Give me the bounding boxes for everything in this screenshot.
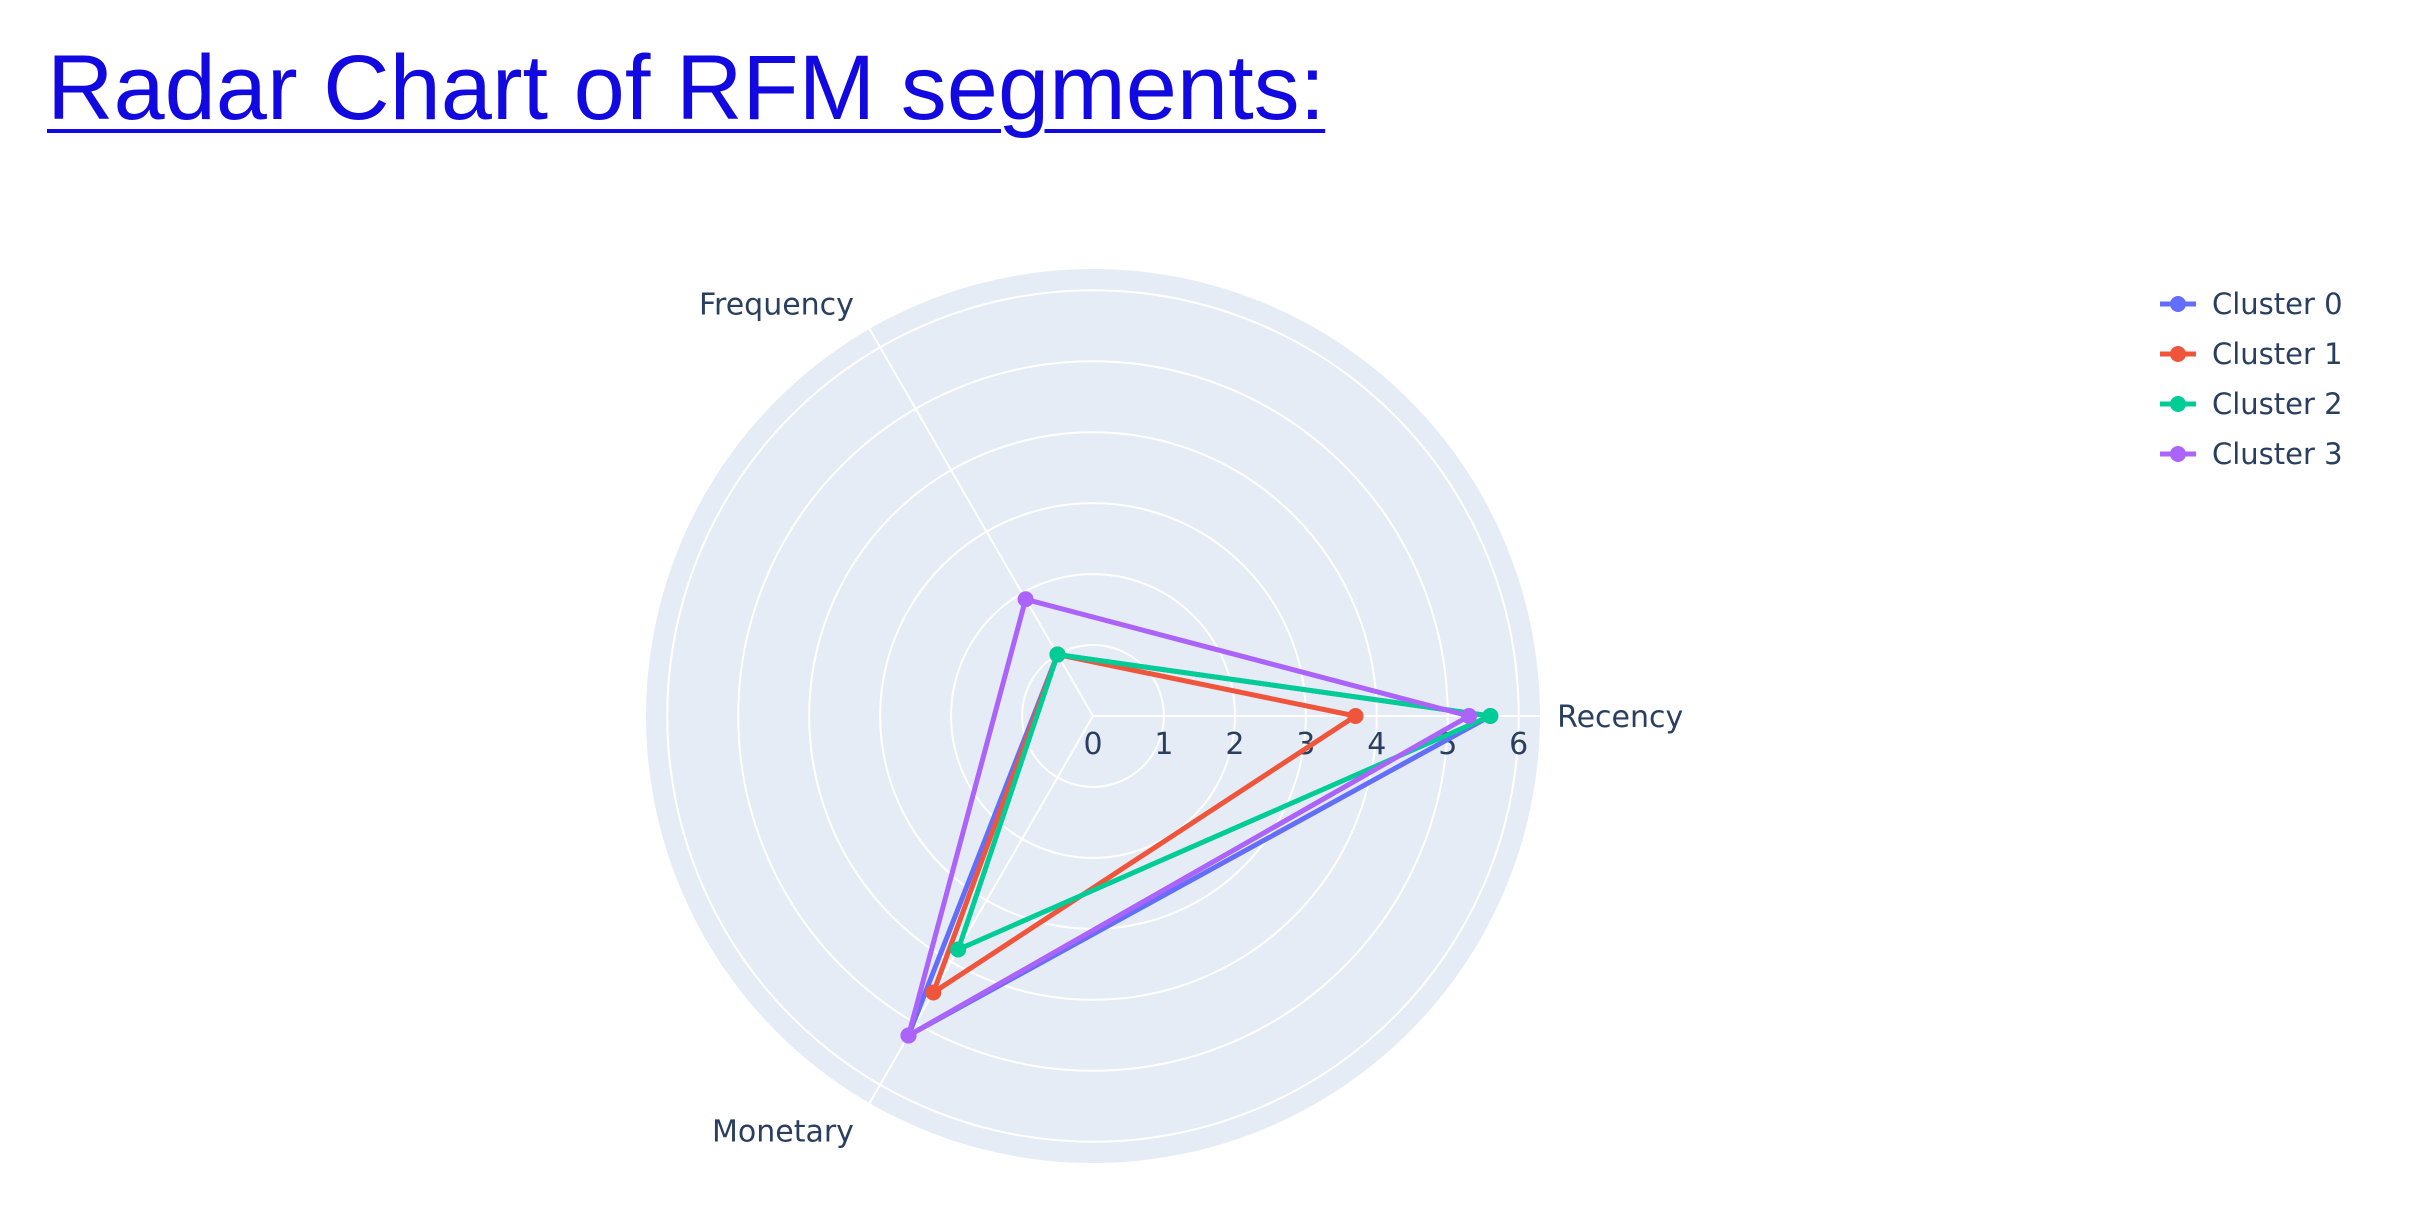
- legend-item-cluster-2[interactable]: Cluster 2: [2160, 387, 2343, 421]
- legend: Cluster 0 Cluster 1 Cluster 2 Cluster 3: [2160, 287, 2343, 471]
- radial-tick-label: 2: [1225, 727, 1244, 762]
- legend-item-cluster-3[interactable]: Cluster 3: [2160, 437, 2343, 471]
- radial-tick-label: 1: [1154, 727, 1173, 762]
- legend-label: Cluster 2: [2212, 387, 2343, 421]
- series-traces: [900, 591, 1499, 1044]
- radial-tick-label: 6: [1509, 727, 1528, 762]
- legend-label: Cluster 3: [2212, 437, 2343, 471]
- series-line: [955, 652, 1493, 952]
- axis-label-frequency: Frequency: [699, 288, 854, 323]
- data-point-marker: [1049, 646, 1066, 663]
- series-line: [930, 652, 1358, 995]
- legend-item-cluster-0[interactable]: Cluster 0: [2160, 287, 2343, 321]
- legend-marker-swatch: [2170, 446, 2186, 462]
- page-heading-link[interactable]: Radar Chart of RFM segments:: [47, 37, 1326, 139]
- data-point-marker: [900, 1027, 917, 1044]
- legend-marker-swatch: [2170, 396, 2186, 412]
- data-point-marker: [1347, 708, 1364, 724]
- legend-item-cluster-1[interactable]: Cluster 1: [2160, 337, 2343, 371]
- series-cluster-2: [950, 646, 1499, 958]
- data-point-marker: [1017, 591, 1034, 608]
- axis-label-recency: Recency: [1557, 700, 1683, 735]
- radial-tick-label: 0: [1083, 727, 1102, 762]
- radial-tick-label: 4: [1367, 727, 1386, 762]
- data-point-marker: [950, 941, 967, 958]
- data-point-marker: [1482, 708, 1499, 724]
- series-line: [906, 596, 1472, 1038]
- data-point-marker: [1461, 708, 1478, 724]
- axis-label-monetary: Monetary: [712, 1114, 854, 1149]
- legend-label: Cluster 0: [2212, 287, 2343, 321]
- legend-marker-swatch: [2170, 346, 2186, 362]
- angular-axis-labels: Recency Frequency Monetary: [699, 288, 1683, 1150]
- legend-label: Cluster 1: [2212, 337, 2343, 371]
- series-cluster-3: [900, 591, 1478, 1044]
- data-point-marker: [925, 984, 942, 1001]
- legend-marker-swatch: [2170, 296, 2186, 312]
